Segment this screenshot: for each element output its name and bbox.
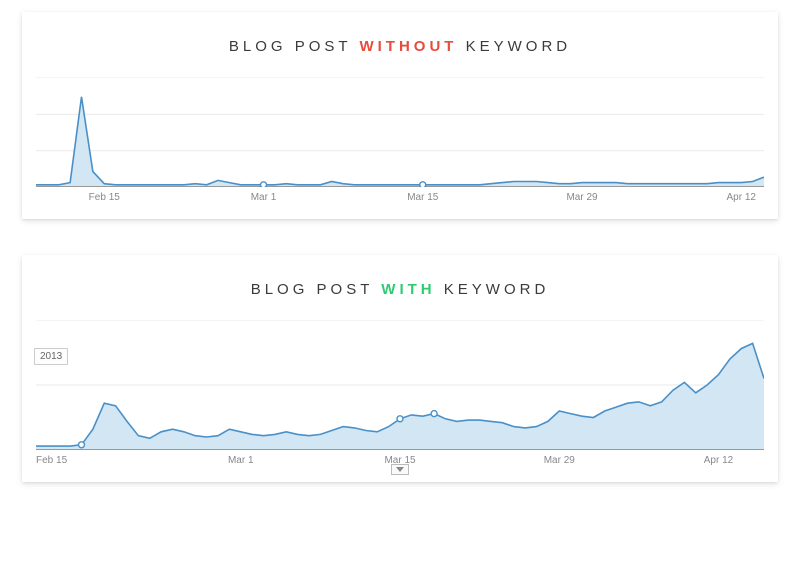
chart1-x-axis: Feb 15 Mar 1 Mar 15 Mar 29 Apr 12 (36, 189, 764, 209)
chart-card-without: BLOG POST WITHOUT KEYWORD Feb 15 Mar 1 Mar… (22, 12, 778, 219)
chart2-title-emph: WITH (381, 281, 435, 298)
year-pill: 2013 (34, 348, 68, 365)
chart-dropdown-toggle[interactable] (391, 464, 409, 475)
chart2-svg (36, 320, 764, 450)
chart2-title-post: KEYWORD (436, 281, 550, 298)
x-axis-label: Mar 15 (407, 192, 438, 203)
x-axis-label: Apr 12 (704, 455, 733, 466)
chart2-title-pre: BLOG POST (251, 281, 382, 298)
x-axis-label: Apr 12 (727, 192, 756, 203)
x-axis-label: Mar 1 (228, 455, 254, 466)
chart1-title-pre: BLOG POST (229, 38, 360, 55)
x-axis-label: Mar 1 (251, 192, 277, 203)
chart1-title-post: KEYWORD (457, 38, 571, 55)
chart1-plot-area: Feb 15 Mar 1 Mar 15 Mar 29 Apr 12 (36, 77, 764, 209)
x-axis-label: Mar 29 (566, 192, 597, 203)
chart1-title: BLOG POST WITHOUT KEYWORD (36, 38, 764, 55)
x-axis-label: Feb 15 (89, 192, 120, 203)
chart2-plot-area: Feb 15Mar 1Mar 15Mar 29Apr 12 2013 (36, 320, 764, 472)
x-axis-label: Mar 29 (544, 455, 575, 466)
chart1-title-emph: WITHOUT (359, 38, 457, 55)
x-axis-label: Feb 15 (36, 455, 67, 466)
chart1-svg (36, 77, 764, 187)
chart2-title: BLOG POST WITH KEYWORD (36, 281, 764, 298)
chart-card-with: BLOG POST WITH KEYWORD Feb 15Mar 1Mar 15… (22, 255, 778, 482)
